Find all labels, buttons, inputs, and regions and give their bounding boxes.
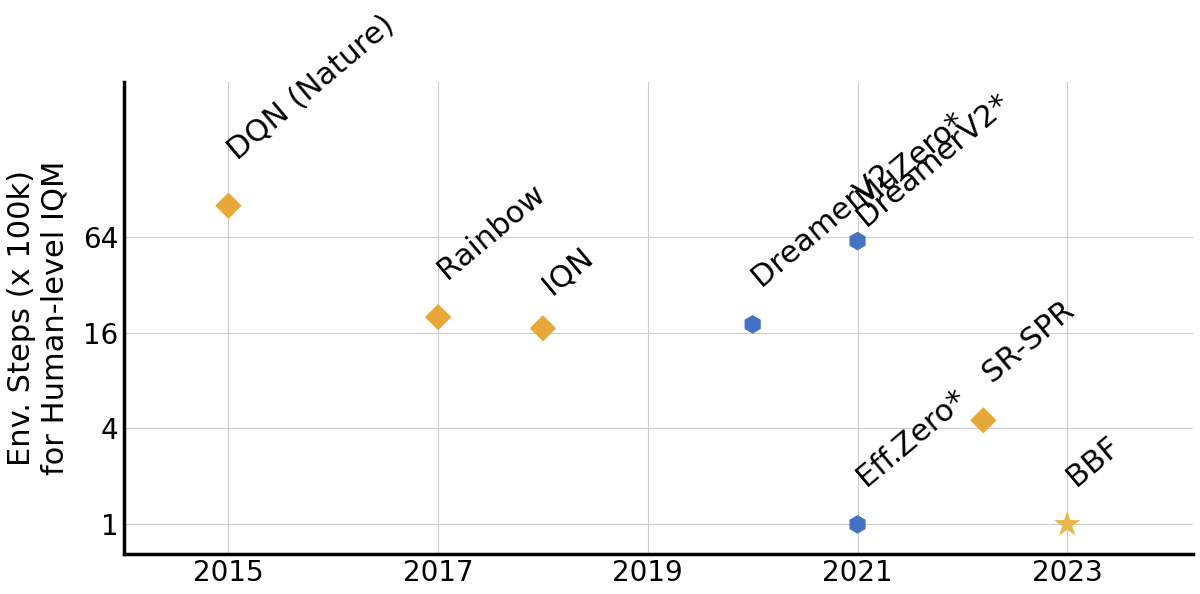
Point (743, 320, 762, 329)
Point (218, 201, 238, 210)
Text: DQN (Nature): DQN (Nature) (222, 10, 400, 165)
Text: Rainbow: Rainbow (432, 179, 551, 285)
Point (533, 324, 552, 333)
Y-axis label: Env. Steps (x 100k)
for Human-level IQM: Env. Steps (x 100k) for Human-level IQM (7, 161, 70, 475)
Text: DreamerV2: DreamerV2 (746, 158, 899, 292)
Text: IQN: IQN (536, 242, 599, 301)
Point (1057, 520, 1076, 529)
Text: SR-SPR: SR-SPR (977, 295, 1080, 388)
Point (848, 520, 868, 529)
Point (973, 416, 992, 425)
Text: MuZero*: MuZero* (852, 106, 971, 213)
Text: DreamerV2*: DreamerV2* (852, 87, 1015, 232)
Text: BBF: BBF (1061, 432, 1126, 492)
Point (848, 236, 868, 246)
Text: Eff.Zero*: Eff.Zero* (852, 384, 972, 492)
Point (428, 312, 448, 322)
